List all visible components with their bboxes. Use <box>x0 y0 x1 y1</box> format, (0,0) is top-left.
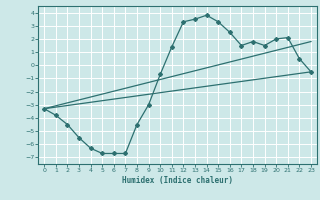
X-axis label: Humidex (Indice chaleur): Humidex (Indice chaleur) <box>122 176 233 185</box>
